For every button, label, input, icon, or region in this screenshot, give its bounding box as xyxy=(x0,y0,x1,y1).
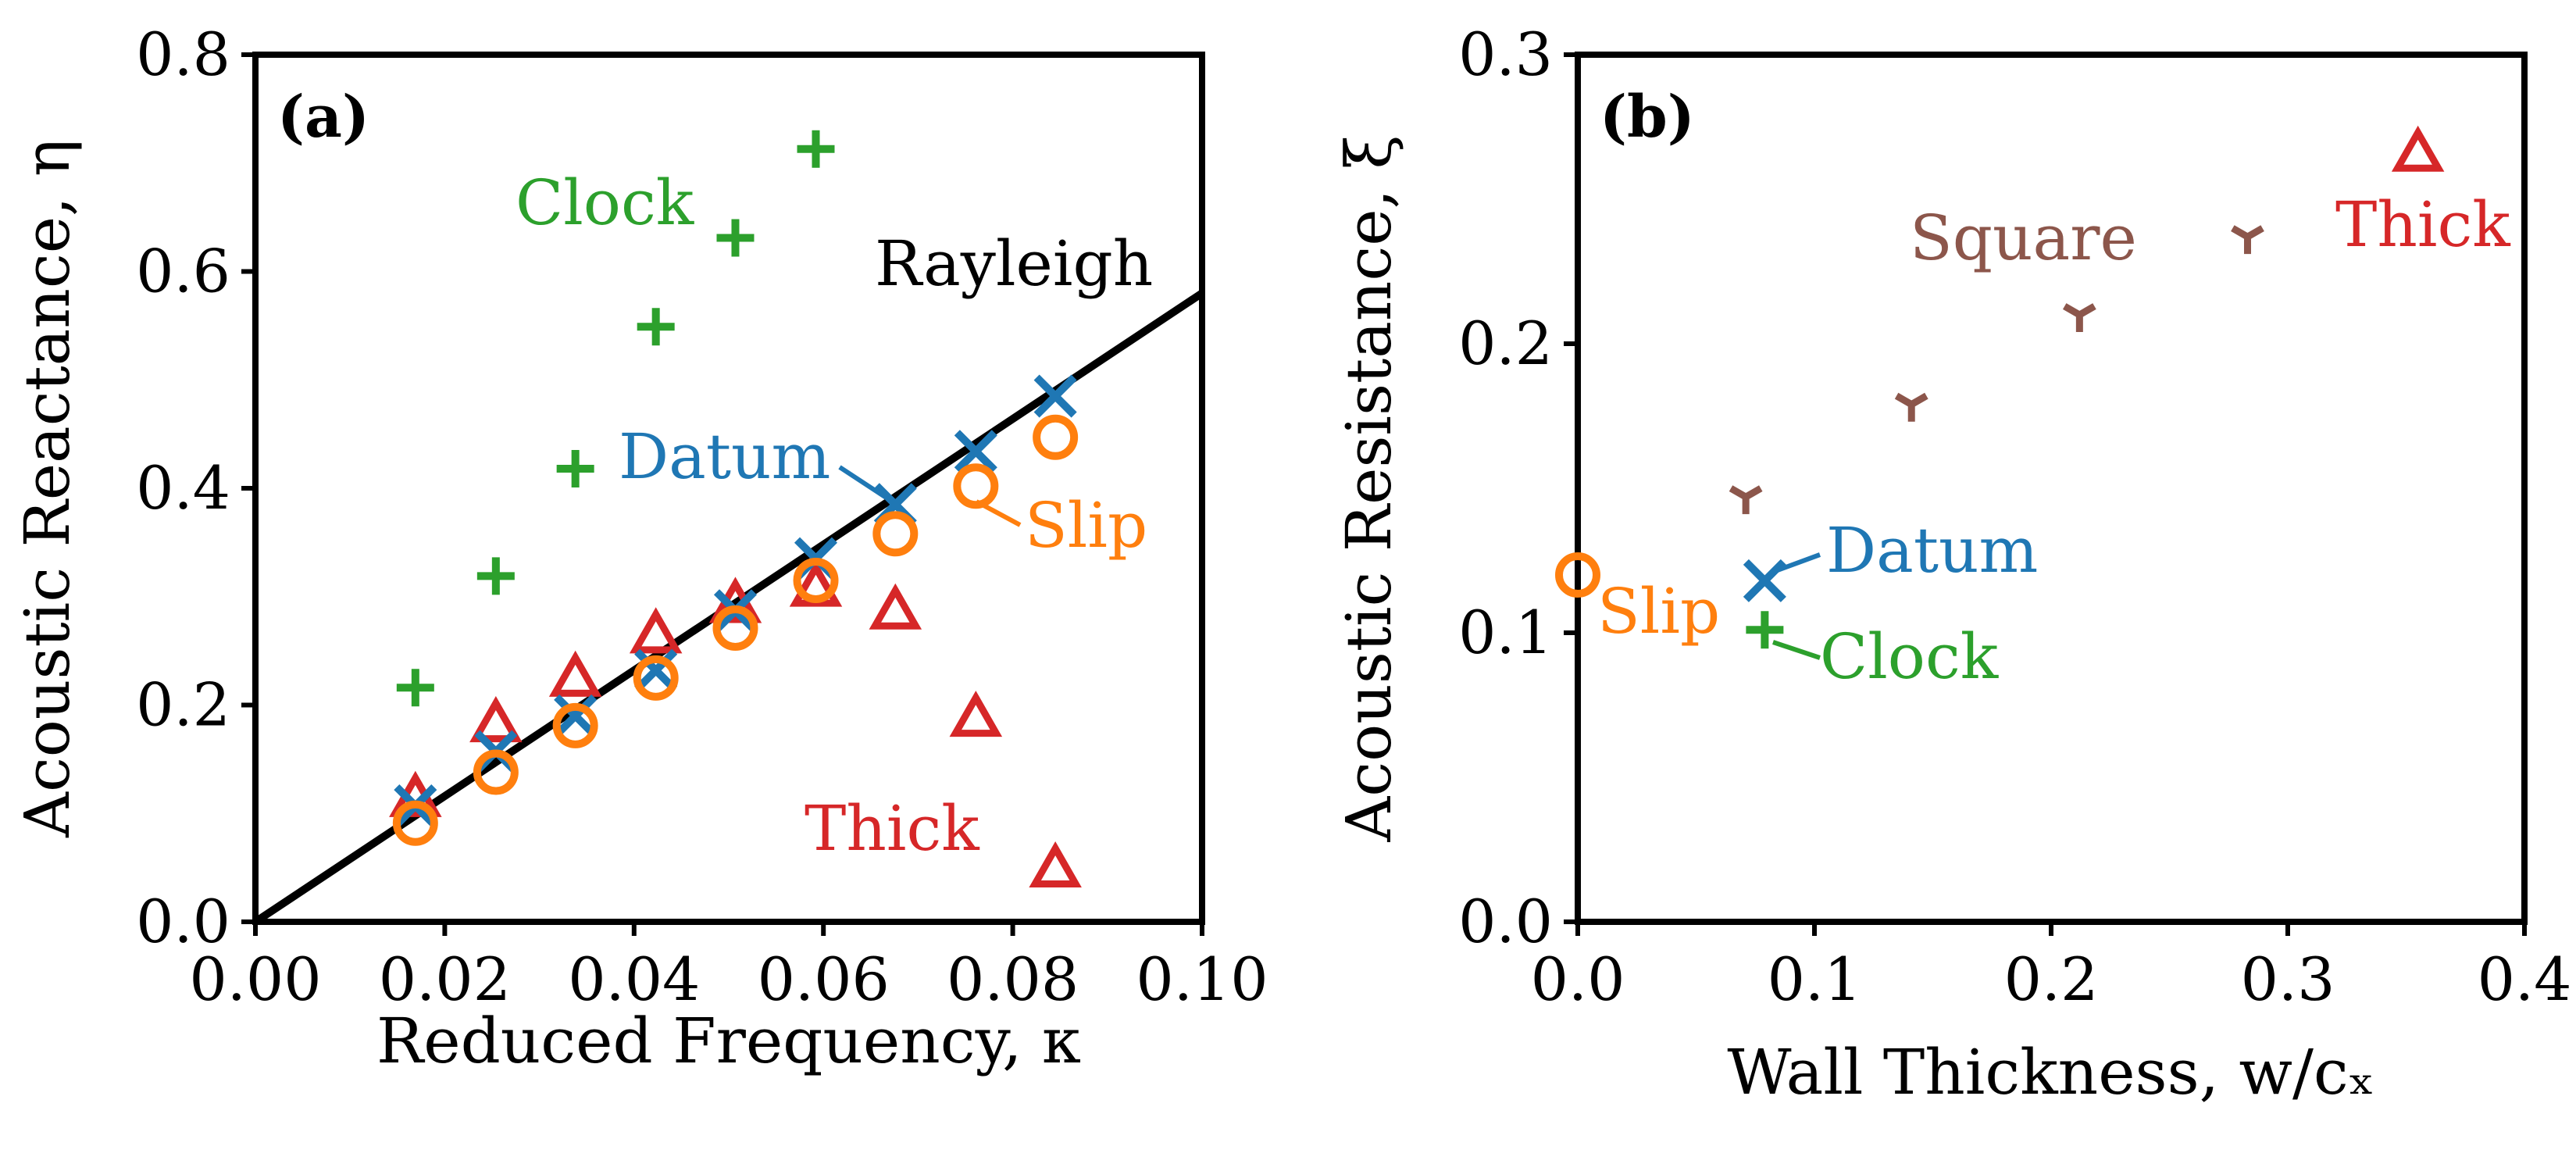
panel-b-ytick-label: 0.1 xyxy=(1458,598,1553,667)
panel-b-xtick-label: 0.2 xyxy=(2004,944,2099,1014)
panel-a-clock-point xyxy=(396,669,434,707)
panel-a-clock-point xyxy=(716,219,755,257)
panel-a-datum-pointer xyxy=(838,465,889,501)
panel-a-xtick-label: 0.10 xyxy=(1136,944,1268,1014)
panel-b-xtick-label: 0.4 xyxy=(2478,944,2572,1014)
panel-a-datum-point xyxy=(634,648,678,692)
panel-a-ytick-label: 0.8 xyxy=(136,20,230,89)
panel-a-thick-point xyxy=(949,691,1003,737)
panel-a-thick-point xyxy=(629,607,683,654)
panel-a-slip-point xyxy=(953,463,999,509)
panel-b-xtick-label: 0.1 xyxy=(1768,944,1862,1014)
panel-b-ytick-label: 0.3 xyxy=(1458,20,1553,89)
panel-a-xtick-label: 0.04 xyxy=(568,944,700,1014)
panel-a-slip-point xyxy=(793,557,839,603)
panel-a-xtick-label: 0.00 xyxy=(189,944,321,1014)
panel-a-marks xyxy=(389,130,1082,888)
panel-b-clock-point xyxy=(1746,611,1784,649)
panel-a-slip-point xyxy=(633,655,679,701)
panel-a: 0.00 0.02 0.04 0.06 0.08 0.100.00.20.40.60.8 … xyxy=(11,20,1268,1077)
panel-a-ytick-label: 0.6 xyxy=(136,237,230,306)
panel-b-clock-pointer xyxy=(1772,640,1821,660)
panel-b-tag: (b) xyxy=(1600,84,1695,151)
panel-a-annot-clock: Clock xyxy=(516,166,695,239)
panel-b-ylabel: Acoustic Resistance, ξ xyxy=(1333,135,1405,843)
panel-b-slip-point xyxy=(1555,552,1600,598)
panel-a-annot-rayleigh: Rayleigh xyxy=(875,227,1153,300)
panel-a-xtick-label: 0.06 xyxy=(758,944,890,1014)
panel-a-ylabel: Acoustic Reactance, η xyxy=(11,139,84,838)
panel-a-xtick-label: 0.02 xyxy=(379,944,511,1014)
panel-a-thick-point xyxy=(1029,841,1082,888)
panel-a-xtick-label: 0.08 xyxy=(947,944,1079,1014)
panel-a-annot-slip: Slip xyxy=(1025,489,1147,562)
panel-a-thick-point xyxy=(789,560,843,607)
panel-a-ticks: 0.00 0.02 0.04 0.06 0.08 0.10 0.0 0.2 0.4 0.6 0.8 xyxy=(136,20,1268,1014)
panel-b-annot-datum: Datum xyxy=(1826,514,2038,587)
panel-b-annot-thick: Thick xyxy=(2335,188,2511,261)
panel-a-datum-point xyxy=(954,430,997,473)
panel-b-ticks: 0.0 0.1 0.2 0.3 0.4 0.0 0.1 0.2 0.3 xyxy=(1458,20,2571,1014)
panel-a-annot-datum: Datum xyxy=(619,420,830,493)
panel-a-clock-point xyxy=(637,308,675,346)
panel-a-ytick-label: 0.4 xyxy=(136,453,230,523)
panel-b-square-point xyxy=(2231,225,2264,255)
panel-a-slip-point xyxy=(473,749,519,795)
panel-b-thick-point xyxy=(2391,125,2445,172)
panel-b-xtick-label: 0.3 xyxy=(2241,944,2335,1014)
panel-a-ytick-label: 0.0 xyxy=(136,887,230,956)
panel-a-clock-point xyxy=(797,130,835,168)
panel-a-thick-point xyxy=(869,583,922,630)
panel-b-xtick-label: 0.0 xyxy=(1531,944,1625,1014)
panel-b-annot-slip: Slip xyxy=(1597,575,1720,648)
panel-a-thick-point xyxy=(469,696,523,743)
panel-a-clock-point xyxy=(556,450,594,488)
panel-a-slip-point xyxy=(392,800,438,846)
panel-a-slip-point xyxy=(712,605,758,651)
panel-b: 0.0 0.1 0.2 0.3 0.4 0.0 0.1 0.2 0.3 (b) Wall Thi… xyxy=(1333,20,2571,1109)
panel-b-datum-pointer xyxy=(1771,552,1821,574)
panel-b-square-point xyxy=(2062,303,2096,332)
panel-b-marks xyxy=(1555,125,2445,649)
panel-a-datum-point xyxy=(1033,374,1077,418)
panel-a-slip-pointer xyxy=(975,499,1022,527)
panel-a-ytick-label: 0.2 xyxy=(136,670,230,740)
panel-b-annot-square: Square xyxy=(1910,202,2137,274)
panel-a-annot-thick: Thick xyxy=(805,792,980,865)
panel-b-ytick-label: 0.0 xyxy=(1458,887,1553,956)
panel-b-square-point xyxy=(1729,485,1763,515)
panel-b-annot-clock: Clock xyxy=(1820,620,2000,693)
panel-b-ytick-label: 0.2 xyxy=(1458,309,1553,378)
panel-a-thick-point xyxy=(548,650,602,697)
panel-a-tag: (a) xyxy=(277,84,369,151)
panel-a-clock-point xyxy=(476,557,515,595)
panel-a-slip-point xyxy=(872,511,919,557)
panel-a-slip-point xyxy=(552,702,598,748)
panel-b-xlabel: Wall Thickness, w/cₓ xyxy=(1727,1036,2374,1109)
panel-a-datum-point xyxy=(554,694,598,737)
panel-a-xlabel: Reduced Frequency, κ xyxy=(376,1005,1081,1077)
panel-b-square-point xyxy=(1894,392,1928,422)
panel-a-slip-point xyxy=(1033,414,1079,460)
